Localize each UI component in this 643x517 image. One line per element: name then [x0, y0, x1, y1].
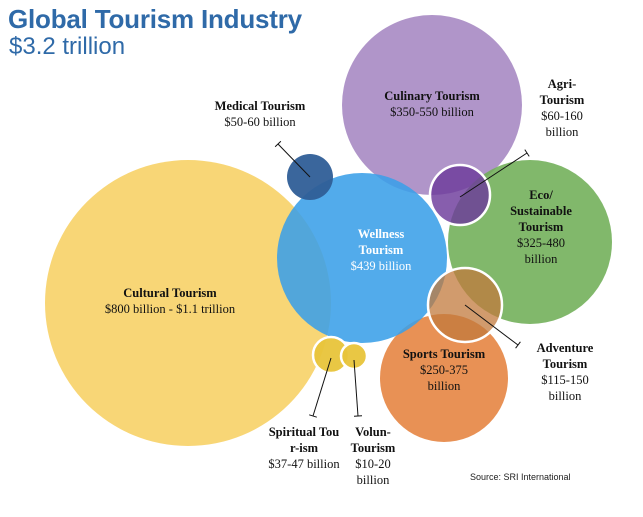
page-title: Global Tourism Industry	[8, 4, 302, 34]
label-culinary-tourism: Culinary Tourism $350-550 billion	[384, 89, 480, 119]
leader-line-cap	[353, 415, 363, 417]
leader-line	[353, 359, 359, 417]
bubble-name: Agri-	[548, 77, 576, 91]
label-sports-tourism: Sports Tourism $250-375 billion	[403, 347, 486, 393]
bubble-name: Tourism	[543, 357, 588, 371]
leader-line-cap	[515, 341, 521, 349]
bubble-name: r-ism	[290, 441, 319, 455]
bubble-name: Tourism	[351, 441, 396, 455]
bubble-name: Tourism	[540, 93, 585, 107]
bubble-name: Adventure	[537, 341, 594, 355]
bubble-name: Wellness	[358, 227, 405, 241]
bubble-name: Cultural Tourism	[123, 286, 217, 300]
leader-line	[312, 357, 332, 417]
leader-line-cap	[524, 149, 530, 157]
label-wellness-tourism: Wellness Tourism $439 billion	[351, 227, 413, 273]
bubble-value: $325-480	[517, 236, 565, 250]
bubble-name: Eco/	[529, 188, 553, 202]
bubble-value: billion	[546, 125, 579, 139]
bubble-value: $800 billion - $1.1 trillion	[105, 302, 236, 316]
bubble-name: Tourism	[359, 243, 404, 257]
bubble-agri-tourism	[428, 163, 492, 227]
label-spiritual-tour-ism: Spiritual Tou r-ism $37-47 billion	[268, 425, 340, 471]
bubble-volun-tourism	[339, 341, 369, 371]
bubble-value: billion	[357, 473, 390, 487]
bubble-wellness-tourism	[277, 173, 447, 343]
leader-line	[277, 143, 311, 178]
bubble-value: $37-47 billion	[268, 457, 340, 471]
leader-line	[464, 304, 519, 346]
bubble-value: billion	[428, 379, 461, 393]
leader-line-cap	[309, 414, 317, 418]
bubble-name: Sustainable	[510, 204, 572, 218]
leader-line-cap	[274, 140, 282, 148]
bubble-value: $10-20	[355, 457, 390, 471]
label-cultural-tourism: Cultural Tourism $800 billion - $1.1 tril…	[105, 286, 236, 316]
bubble-value: billion	[525, 252, 558, 266]
leader-line	[459, 152, 528, 198]
bubble-value: $50-60 billion	[224, 115, 296, 129]
source-note: Source: SRI International	[470, 472, 571, 482]
page-subtitle: $3.2 trillion	[9, 33, 126, 60]
bubble-name: Culinary Tourism	[384, 89, 480, 103]
bubble-name: Medical Tourism	[215, 99, 306, 113]
bubble-value: $115-150	[541, 373, 588, 387]
bubble-value: $439 billion	[351, 259, 413, 273]
bubble-name: Volun-	[355, 425, 391, 439]
label-volun-tourism: Volun- Tourism $10-20 billion	[351, 425, 396, 487]
bubble-value: $250-375	[420, 363, 468, 377]
bubble-value: $350-550 billion	[390, 105, 474, 119]
label-medical-tourism: Medical Tourism $50-60 billion	[215, 99, 306, 129]
bubble-cultural-tourism	[45, 160, 331, 446]
bubble-name: Tourism	[519, 220, 564, 234]
bubble-value: $60-160	[541, 109, 583, 123]
label-agri-tourism: Agri- Tourism $60-160 billion	[540, 77, 585, 139]
bubble-sports-tourism	[380, 314, 508, 442]
label-eco-sustainable-tourism: Eco/Sustainable Tourism $325-480 billion	[510, 188, 572, 266]
label-adventure-tourism: Adventure Tourism $115-150 billion	[537, 341, 594, 403]
bubble-name: Sports Tourism	[403, 347, 486, 361]
bubble-name: Spiritual Tou	[269, 425, 340, 439]
bubble-culinary-tourism	[342, 15, 522, 195]
bubble-value: billion	[549, 389, 582, 403]
